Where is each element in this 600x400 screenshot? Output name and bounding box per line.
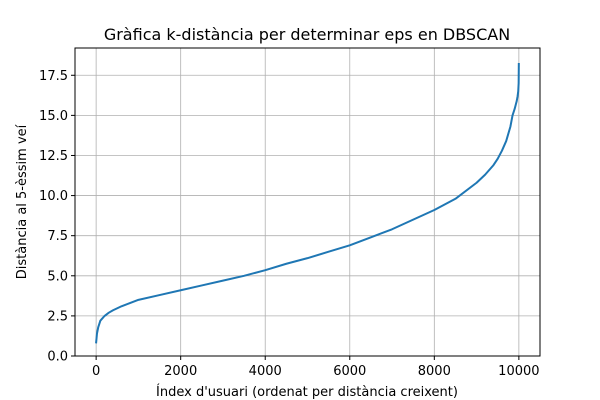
plot-area [95,63,520,344]
x-axis-label: Índex d'usuari (ordenat per distància cr… [156,384,458,400]
x-tick-label: 6000 [333,364,366,379]
y-tick-label: 5.0 [47,269,68,284]
x-tick-label: 8000 [418,364,451,379]
y-axis-label: Distància al 5-èssim veí [15,124,30,279]
x-tick-label: 10000 [498,364,539,379]
y-tick-label: 12.5 [39,149,68,164]
x-tick-label: 0 [92,364,100,379]
chart-title: Gràfica k-distància per determinar eps e… [104,25,510,44]
x-axis: 0 2000 4000 6000 8000 10000 [92,356,540,379]
y-tick-label: 7.5 [47,229,68,244]
y-tick-label: 0.0 [47,350,68,365]
y-tick-label: 10.0 [39,189,68,204]
plot-frame [74,47,541,357]
k-distance-line [95,63,520,344]
grid [75,48,540,357]
y-axis: 0.0 2.5 5.0 7.5 10.0 12.5 15.0 17.5 [39,69,75,365]
x-tick-label: 2000 [164,364,197,379]
y-tick-label: 17.5 [39,69,68,84]
x-tick-label: 4000 [249,364,282,379]
y-tick-label: 2.5 [47,309,68,324]
y-tick-label: 15.0 [39,109,68,124]
